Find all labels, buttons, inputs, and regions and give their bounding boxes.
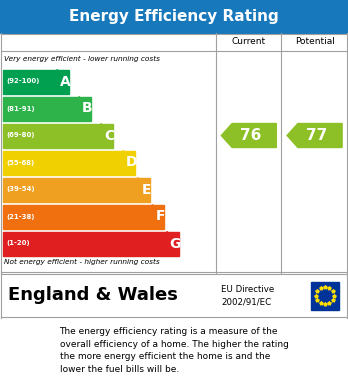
Text: 77: 77: [306, 128, 327, 143]
Bar: [0, 33, 348, 273]
Text: Not energy efficient - higher running costs: Not energy efficient - higher running co…: [4, 259, 160, 265]
Polygon shape: [167, 231, 179, 255]
Text: F: F: [156, 210, 165, 224]
Polygon shape: [57, 70, 69, 93]
Bar: [0, 273, 348, 318]
Text: D: D: [126, 156, 137, 170]
Text: (39-54): (39-54): [6, 187, 34, 192]
Bar: [311, 282, 339, 310]
Text: England & Wales: England & Wales: [8, 287, 178, 305]
Polygon shape: [101, 124, 113, 147]
Text: (92-100): (92-100): [6, 79, 39, 84]
Text: 76: 76: [240, 128, 262, 143]
Text: C: C: [104, 129, 114, 142]
Text: EU Directive
2002/91/EC: EU Directive 2002/91/EC: [221, 285, 275, 306]
Text: Energy Efficiency Rating: Energy Efficiency Rating: [69, 9, 279, 24]
Polygon shape: [137, 178, 150, 201]
Bar: [3, 97, 91, 120]
Bar: [3, 151, 135, 174]
Text: (81-91): (81-91): [6, 106, 34, 111]
Text: A: A: [60, 75, 71, 88]
Bar: [3, 231, 179, 255]
Polygon shape: [152, 204, 164, 228]
Text: B: B: [82, 102, 93, 115]
Text: G: G: [170, 237, 181, 251]
Polygon shape: [221, 124, 276, 147]
Polygon shape: [123, 151, 135, 174]
Text: (1-20): (1-20): [6, 240, 30, 246]
Bar: [3, 124, 113, 147]
Bar: [3, 204, 164, 228]
Text: (55-68): (55-68): [6, 160, 34, 165]
Text: (21-38): (21-38): [6, 213, 34, 219]
Text: The energy efficiency rating is a measure of the
overall efficiency of a home. T: The energy efficiency rating is a measur…: [60, 327, 288, 374]
Text: E: E: [141, 183, 151, 197]
Bar: [3, 70, 69, 93]
Text: Potential: Potential: [295, 38, 334, 47]
Text: Very energy efficient - lower running costs: Very energy efficient - lower running co…: [4, 56, 160, 62]
Polygon shape: [287, 124, 342, 147]
Text: (69-80): (69-80): [6, 133, 34, 138]
Bar: [3, 178, 150, 201]
Bar: [0, 0, 348, 33]
Polygon shape: [79, 97, 91, 120]
Text: Current: Current: [232, 38, 266, 47]
